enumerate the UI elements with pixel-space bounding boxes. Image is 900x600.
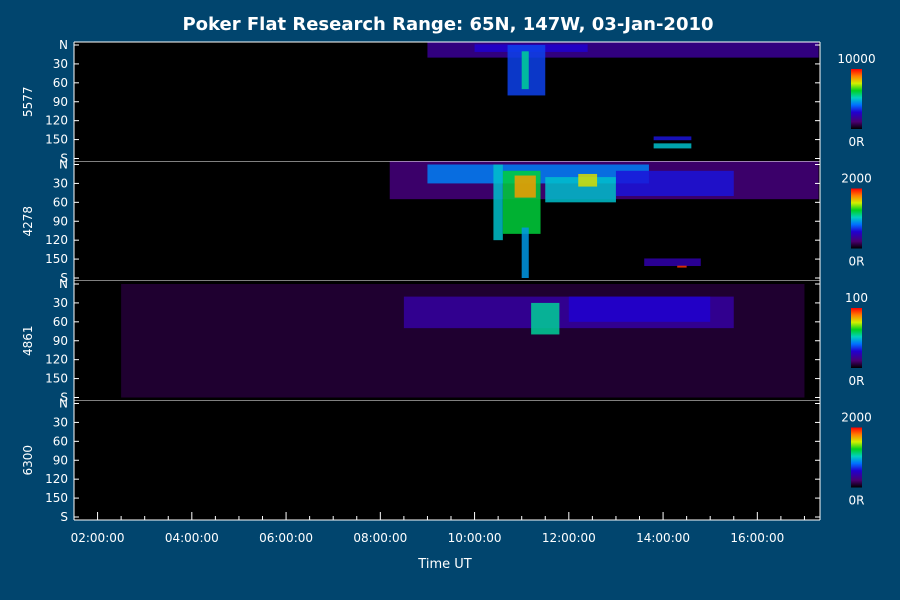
colorbar-min-label: 0R bbox=[849, 255, 865, 269]
chart-title: Poker Flat Research Range: 65N, 147W, 03… bbox=[182, 14, 713, 35]
colorbar bbox=[851, 69, 862, 129]
y-tick-label: N bbox=[59, 397, 68, 411]
y-tick-label: 30 bbox=[53, 176, 68, 190]
y-tick-label: 60 bbox=[53, 434, 68, 448]
x-tick-label: 12:00:00 bbox=[542, 531, 596, 545]
y-tick-label: 150 bbox=[45, 372, 68, 386]
y-tick-label: 120 bbox=[45, 472, 68, 486]
x-tick-label: 02:00:00 bbox=[71, 531, 125, 545]
y-tick-label: 120 bbox=[45, 233, 68, 247]
colorbar-min-label: 0R bbox=[849, 494, 865, 508]
panel-4861: N 30 60 90 120 150 S 4861 100 0R bbox=[21, 277, 868, 405]
emission-feature bbox=[514, 175, 536, 198]
colorbar bbox=[851, 427, 862, 488]
emission-feature bbox=[644, 258, 701, 267]
panel-6300: N 30 60 90 120 150 S 6300 2000 0R bbox=[21, 397, 872, 525]
emission-feature bbox=[521, 227, 529, 278]
emission-feature bbox=[521, 51, 529, 90]
x-axis-label: Time UT bbox=[417, 557, 471, 572]
y-tick-label: 90 bbox=[53, 334, 68, 348]
y-tick-label: S bbox=[60, 510, 68, 524]
y-tick-label: 150 bbox=[45, 491, 68, 505]
emission-feature bbox=[653, 136, 692, 141]
x-tick-label: 08:00:00 bbox=[353, 531, 407, 545]
panel-label: 5577 bbox=[21, 86, 35, 117]
y-tick-label: 60 bbox=[53, 195, 68, 209]
colorbar-max-label: 10000 bbox=[837, 52, 875, 66]
y-tick-label: 30 bbox=[53, 415, 68, 429]
panel-label: 6300 bbox=[21, 445, 35, 476]
panel-label: 4278 bbox=[21, 206, 35, 237]
x-tick-label: 14:00:00 bbox=[636, 531, 690, 545]
y-tick-label: 150 bbox=[45, 133, 68, 147]
y-tick-label: S bbox=[60, 152, 68, 166]
colorbar bbox=[851, 308, 862, 368]
emission-feature bbox=[531, 302, 560, 335]
x-axis: 02:00:00 04:00:00 06:00:00 08:00:00 10:00:00… bbox=[71, 512, 805, 545]
x-tick-label: 06:00:00 bbox=[259, 531, 313, 545]
y-tick-label: N bbox=[59, 38, 68, 52]
panel-4278: N 30 60 90 120 150 S 4278 2000 0R bbox=[21, 158, 872, 286]
y-tick-label: 90 bbox=[53, 95, 68, 109]
emission-feature bbox=[568, 296, 711, 322]
x-tick-label: 10:00:00 bbox=[448, 531, 502, 545]
colorbar-max-label: 2000 bbox=[841, 411, 872, 425]
y-tick-label: S bbox=[60, 391, 68, 405]
y-tick-label: 30 bbox=[53, 57, 68, 71]
y-tick-label: S bbox=[60, 271, 68, 285]
panel-label: 4861 bbox=[21, 325, 35, 356]
emission-feature bbox=[677, 265, 687, 268]
y-tick-label: 60 bbox=[53, 76, 68, 90]
y-tick-label: N bbox=[59, 158, 68, 172]
panels: N 30 60 90 120 150 S 5577 10000 0R N 30 60 90 120 150 S 4… bbox=[21, 38, 876, 524]
colorbar-min-label: 0R bbox=[849, 135, 865, 149]
emission-feature bbox=[653, 143, 692, 149]
y-tick-label: 120 bbox=[45, 353, 68, 367]
x-tick-label: 16:00:00 bbox=[730, 531, 784, 545]
y-tick-label: N bbox=[59, 277, 68, 291]
y-tick-label: 120 bbox=[45, 114, 68, 128]
panel-background bbox=[74, 400, 820, 520]
emission-feature bbox=[578, 173, 598, 187]
y-tick-label: 30 bbox=[53, 296, 68, 310]
y-tick-label: 90 bbox=[53, 453, 68, 467]
panel-5577: N 30 60 90 120 150 S 5577 10000 0R bbox=[21, 38, 876, 166]
colorbar-min-label: 0R bbox=[849, 374, 865, 388]
colorbar-max-label: 100 bbox=[845, 291, 868, 305]
emission-feature bbox=[493, 164, 503, 241]
panel-background bbox=[74, 42, 820, 162]
y-tick-label: 60 bbox=[53, 315, 68, 329]
emission-feature bbox=[615, 170, 734, 197]
y-tick-label: 150 bbox=[45, 252, 68, 266]
y-tick-label: 90 bbox=[53, 214, 68, 228]
colorbar-max-label: 2000 bbox=[841, 172, 872, 186]
colorbar bbox=[851, 188, 862, 249]
x-tick-label: 04:00:00 bbox=[165, 531, 219, 545]
